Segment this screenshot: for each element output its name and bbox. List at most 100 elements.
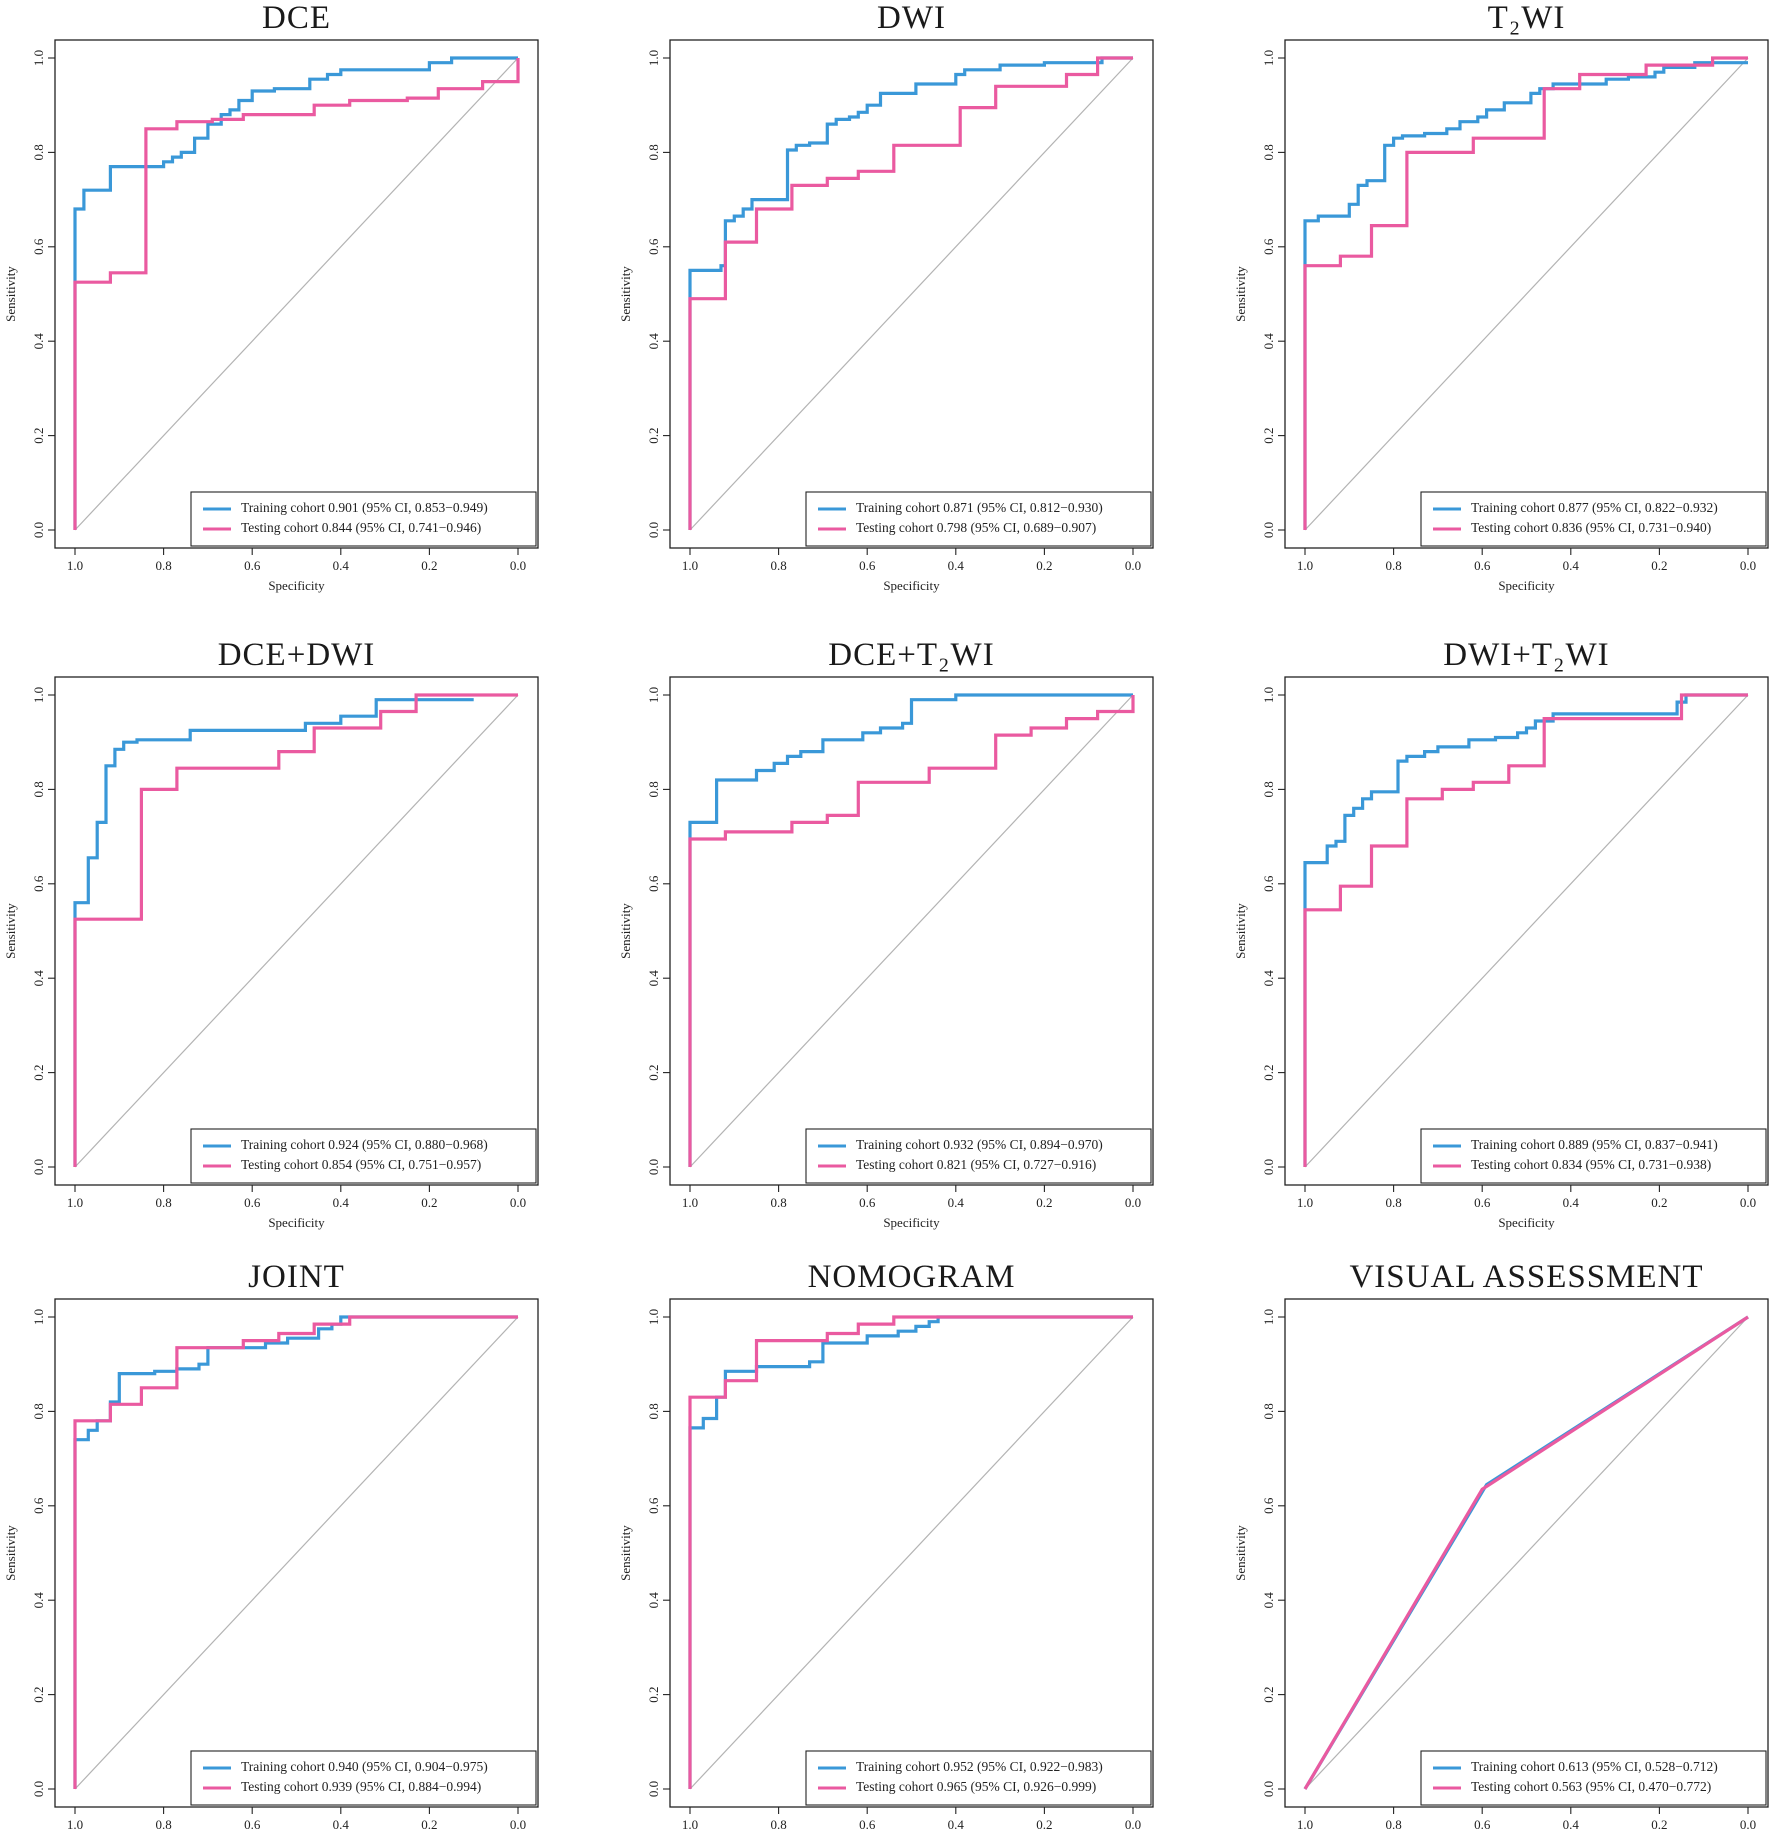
- legend-entry-training: Training cohort 0.871 (95% CI, 0.812−0.9…: [856, 500, 1103, 515]
- x-axis-label: Specificity: [1498, 578, 1555, 593]
- roc-panel: NOMOGRAM 1.0 0.8 0.6 0.4 0.2 0.0 0.0 0.2 0.4 0.6 0.…: [618, 1259, 1154, 1840]
- x-axis-label: Specificity: [268, 1837, 325, 1840]
- legend-entry-testing: Testing cohort 0.563 (95% CI, 0.470−0.77…: [1471, 1779, 1711, 1794]
- y-tick-label: 1.0: [31, 687, 46, 703]
- x-tick-label: 0.6: [1474, 1195, 1491, 1210]
- y-tick-label: 0.8: [1261, 781, 1276, 797]
- legend-box: [190, 1750, 537, 1806]
- panel-title: JOINT: [248, 1259, 345, 1295]
- x-axis-label: Specificity: [883, 1215, 940, 1230]
- x-axis-label: Specificity: [1498, 1837, 1555, 1840]
- panel-title: T₂WI: [1488, 0, 1566, 36]
- plot-frame: [1284, 676, 1769, 1186]
- x-tick-label: 0.6: [244, 1817, 261, 1832]
- x-tick-label: 1.0: [1297, 1817, 1313, 1832]
- plot-frame: [54, 39, 539, 549]
- y-tick-label: 0.0: [646, 1159, 661, 1175]
- x-tick-label: 0.6: [859, 1817, 876, 1832]
- roc-panel: DCE+DWI 1.0 0.8 0.6 0.4 0.2 0.0 0.0 0.2 0.4 0.6 0.8…: [3, 637, 539, 1230]
- training-roc-curve: [73, 56, 518, 530]
- y-tick-label: 0.0: [646, 1781, 661, 1797]
- x-tick-label: 0.4: [1563, 1195, 1580, 1210]
- x-tick-label: 0.4: [1563, 1817, 1580, 1832]
- x-tick-label: 1.0: [67, 1817, 83, 1832]
- roc-panel: DWI 1.0 0.8 0.6 0.4 0.2 0.0 0.0 0.2 0.4 0.6 0.8 1.0 S…: [618, 0, 1154, 593]
- x-tick-label: 0.2: [1651, 558, 1667, 573]
- y-tick-label: 0.2: [646, 1686, 661, 1702]
- x-tick-label: 0.4: [333, 1817, 350, 1832]
- x-tick-label: 0.2: [1036, 1195, 1052, 1210]
- y-tick-label: 0.6: [646, 875, 661, 892]
- x-tick-label: 0.2: [1651, 1817, 1667, 1832]
- y-tick-label: 0.6: [646, 238, 661, 255]
- x-tick-label: 0.4: [948, 1817, 965, 1832]
- training-roc-curve: [1303, 693, 1748, 1167]
- x-tick-label: 1.0: [682, 1817, 698, 1832]
- x-tick-label: 0.0: [1125, 558, 1141, 573]
- testing-roc-curve: [688, 56, 1133, 530]
- legend-entry-training: Training cohort 0.924 (95% CI, 0.880−0.9…: [241, 1137, 488, 1152]
- chance-diagonal: [689, 694, 1134, 1168]
- y-tick-label: 0.0: [1261, 1781, 1276, 1797]
- y-axis-label: Sensitivity: [3, 903, 18, 959]
- x-tick-label: 0.4: [333, 558, 350, 573]
- y-tick-label: 0.0: [1261, 522, 1276, 538]
- x-tick-label: 1.0: [682, 558, 698, 573]
- y-tick-label: 0.4: [1261, 333, 1276, 350]
- y-axis-label: Sensitivity: [618, 266, 633, 322]
- panel-title: DWI+T₂WI: [1443, 637, 1609, 673]
- x-tick-label: 0.2: [1036, 558, 1052, 573]
- legend-box: [1420, 1750, 1767, 1806]
- y-axis-label: Sensitivity: [1233, 266, 1248, 322]
- testing-roc-curve: [73, 1315, 518, 1789]
- y-tick-label: 0.2: [31, 1686, 46, 1702]
- legend-entry-testing: Testing cohort 0.844 (95% CI, 0.741−0.94…: [241, 520, 481, 535]
- legend-entry-testing: Testing cohort 0.836 (95% CI, 0.731−0.94…: [1471, 520, 1711, 535]
- x-tick-label: 0.4: [1563, 558, 1580, 573]
- x-tick-label: 1.0: [1297, 558, 1313, 573]
- plot-frame: [1284, 39, 1769, 549]
- x-tick-label: 0.2: [421, 558, 437, 573]
- y-tick-label: 0.2: [646, 1064, 661, 1080]
- chance-diagonal: [74, 1316, 519, 1790]
- y-axis-label: Sensitivity: [1233, 1525, 1248, 1581]
- y-tick-label: 0.4: [1261, 970, 1276, 987]
- chance-diagonal: [689, 57, 1134, 531]
- x-tick-label: 0.8: [770, 1195, 786, 1210]
- y-axis-label: Sensitivity: [1233, 903, 1248, 959]
- testing-roc-curve: [1303, 56, 1748, 530]
- y-tick-label: 0.8: [646, 1403, 661, 1419]
- x-tick-label: 0.6: [244, 1195, 261, 1210]
- y-tick-label: 0.2: [1261, 1686, 1276, 1702]
- x-tick-label: 0.6: [1474, 558, 1491, 573]
- legend-box: [805, 1750, 1152, 1806]
- legend-entry-training: Training cohort 0.889 (95% CI, 0.837−0.9…: [1471, 1137, 1718, 1152]
- x-tick-label: 0.2: [421, 1817, 437, 1832]
- training-roc-curve: [688, 693, 1133, 1167]
- y-tick-label: 0.2: [1261, 1064, 1276, 1080]
- plot-frame: [669, 676, 1154, 1186]
- x-axis-label: Specificity: [883, 1837, 940, 1840]
- x-tick-label: 0.6: [859, 558, 876, 573]
- panel-title: DCE: [262, 0, 331, 36]
- y-tick-label: 1.0: [31, 50, 46, 66]
- training-roc-curve: [688, 56, 1133, 530]
- x-tick-label: 0.4: [333, 1195, 350, 1210]
- x-tick-label: 1.0: [1297, 1195, 1313, 1210]
- legend-entry-testing: Testing cohort 0.798 (95% CI, 0.689−0.90…: [856, 520, 1096, 535]
- x-tick-label: 0.6: [1474, 1817, 1491, 1832]
- y-axis-label: Sensitivity: [3, 1525, 18, 1581]
- y-tick-label: 1.0: [1261, 50, 1276, 66]
- y-tick-label: 0.8: [31, 781, 46, 797]
- y-tick-label: 0.6: [31, 238, 46, 255]
- x-tick-label: 1.0: [67, 1195, 83, 1210]
- roc-panel: JOINT 1.0 0.8 0.6 0.4 0.2 0.0 0.0 0.2 0.4 0.6 0.8 1.…: [3, 1259, 539, 1840]
- legend-box: [805, 1128, 1152, 1184]
- y-tick-label: 0.8: [31, 1403, 46, 1419]
- y-tick-label: 0.4: [646, 970, 661, 987]
- x-axis-label: Specificity: [268, 578, 325, 593]
- roc-panel: DCE+T₂WI 1.0 0.8 0.6 0.4 0.2 0.0 0.0 0.2 0.4 0.6 0.…: [618, 637, 1154, 1230]
- legend-entry-training: Training cohort 0.613 (95% CI, 0.528−0.7…: [1471, 1759, 1718, 1774]
- y-tick-label: 0.6: [1261, 238, 1276, 255]
